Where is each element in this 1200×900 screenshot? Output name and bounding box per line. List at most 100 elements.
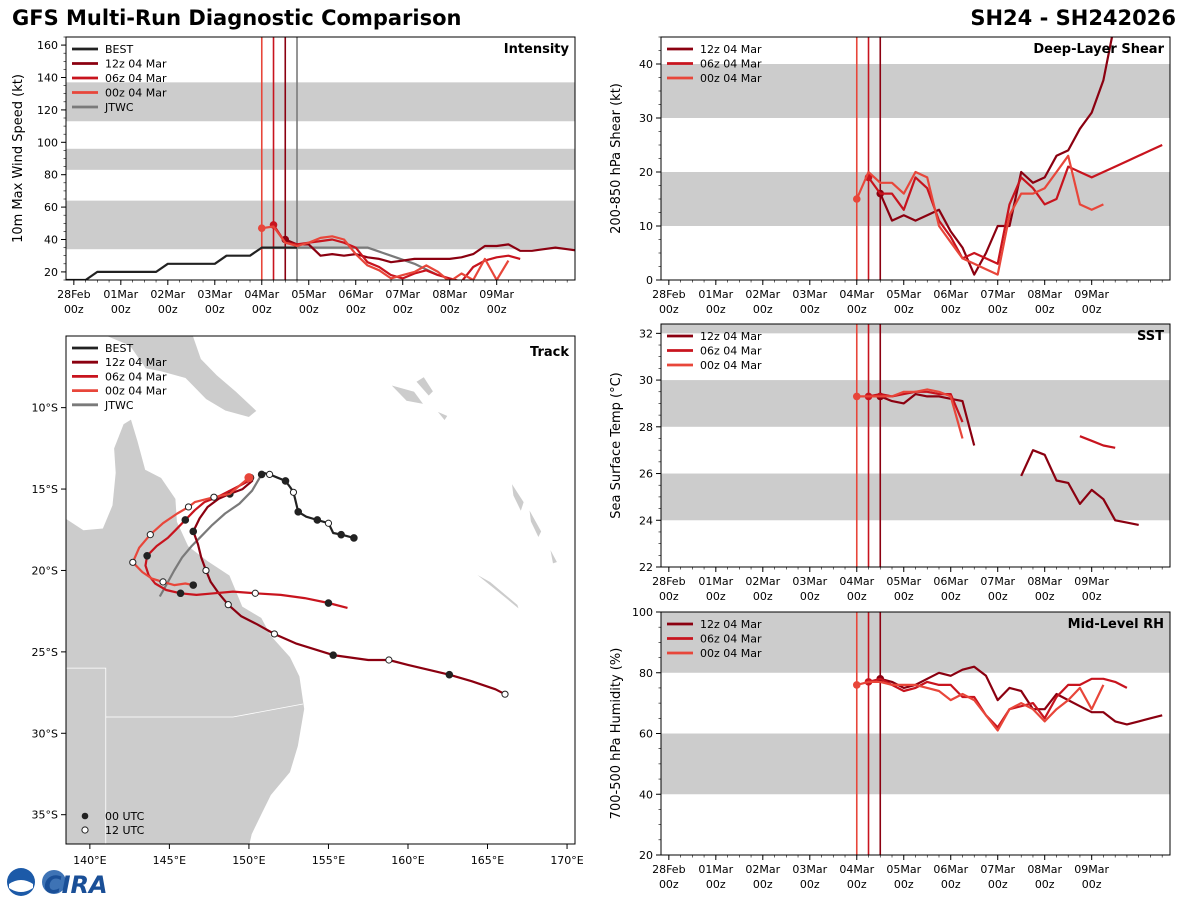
track-xtick-label-170: 170°E (550, 854, 583, 867)
track-marker-12utc-12z-04-mar-5 (270, 630, 278, 638)
rh-series-layer (852, 665, 1163, 732)
figure-title: GFS Multi-Run Diagnostic Comparison (12, 6, 462, 30)
sst-xtick-hour-1: 00z (706, 590, 726, 603)
rh-ytick-label-80: 80 (639, 667, 653, 680)
sst-xtick-hour-7: 00z (988, 590, 1008, 603)
intensity-panel: 20 40 60 80 100 120 140 160 28Feb 00z 01Mar 00z 02Ma… (11, 36, 576, 316)
shear-ytick-label-40: 40 (639, 58, 653, 71)
intensity-xtick-date-0: 28Feb (57, 288, 90, 301)
intensity-xtick-hour-2: 00z (158, 303, 178, 316)
rh-xtick-date-0: 28Feb (652, 863, 685, 876)
sst-xtick-hour-3: 00z (800, 590, 820, 603)
track-marker-legend-label-0: 00 UTC (105, 810, 145, 823)
rh-band-0 (661, 733, 1170, 795)
track-marker-12utc-12z-04-mar-4 (224, 601, 232, 609)
shear-xtick-date-4: 04Mar (839, 288, 874, 301)
track-axes: 140°E 145°E 150°E 155°E 160°E 165°E 170°E 10°S 1… (32, 402, 584, 867)
vanuatu-3 (549, 547, 559, 565)
intensity-xtick-hour-5: 00z (299, 303, 319, 316)
shear-title: Deep-Layer Shear (1033, 42, 1164, 57)
track-ytick-label--15: 15°S (32, 483, 58, 496)
sst-ytick-label-22: 22 (639, 561, 653, 574)
track-legend-12utc-icon (81, 826, 89, 834)
intensity-band-1 (66, 148, 575, 170)
track-xtick-label-145: 145°E (153, 854, 186, 867)
track-marker-00utc-00z-04-mar-6 (189, 581, 198, 589)
track-ytick-label--25: 25°S (32, 646, 58, 659)
sst-ytick-label-30: 30 (639, 374, 653, 387)
australia-landmass (66, 418, 306, 844)
shear-xtick-date-0: 28Feb (652, 288, 685, 301)
track-marker-12utc-12z-04-mar-7 (385, 656, 393, 664)
sst-xtick-hour-4: 00z (847, 590, 867, 603)
intensity-ytick-label-140: 140 (37, 72, 58, 85)
cira-logo: CIRA (7, 868, 108, 898)
rh-init-point-2 (852, 681, 861, 689)
shear-init-point-2 (852, 195, 861, 203)
sst-ytick-label-32: 32 (639, 327, 653, 340)
track-marker-00utc-best-8 (257, 470, 266, 479)
intensity-series-jtwc (297, 246, 439, 277)
shear-bands (661, 64, 1170, 226)
sst-series-layer (852, 388, 1139, 526)
sst-xtick-date-1: 01Mar (698, 575, 733, 588)
shear-series-00z-04-mar (855, 154, 1104, 276)
intensity-ytick-label-100: 100 (37, 136, 58, 149)
track-marker-12utc-00z-04-mar-5 (159, 578, 167, 586)
track-marker-12utc-best-5 (289, 488, 298, 496)
shear-xtick-date-7: 07Mar (980, 288, 1015, 301)
rh-bands (661, 612, 1170, 795)
solomon-islands-1 (389, 384, 425, 405)
track-xtick-label-160: 160°E (391, 854, 424, 867)
intensity-axes: 20 40 60 80 100 120 140 160 28Feb 00z 01Mar 00z 02Ma… (37, 36, 568, 316)
intensity-xtick-hour-4: 00z (252, 303, 272, 316)
track-marker-00utc-best-0 (350, 534, 358, 542)
intensity-xtick-date-2: 02Mar (150, 288, 185, 301)
track-title: Track (530, 345, 569, 360)
intensity-series-layer (66, 221, 575, 280)
sst-xtick-hour-5: 00z (894, 590, 914, 603)
sst-title: SST (1137, 329, 1164, 344)
intensity-xtick-date-7: 07Mar (385, 288, 420, 301)
track-ytick-label--35: 35°S (32, 809, 58, 822)
shear-legend-label-1: 06z 04 Mar (700, 58, 762, 71)
cira-logo-text: CIRA (44, 871, 108, 898)
track-xtick-label-150: 150°E (232, 854, 265, 867)
track-marker-12utc-06z-04-mar-3 (251, 589, 259, 597)
track-legend-label-2: 06z 04 Mar (105, 370, 167, 383)
shear-xtick-hour-7: 00z (988, 303, 1008, 316)
track-marker-00utc-best-4 (294, 508, 303, 516)
rh-xtick-hour-3: 00z (800, 878, 820, 891)
shear-init-lines (855, 37, 882, 280)
intensity-xtick-date-3: 03Mar (197, 288, 232, 301)
rh-series-06z-04-mar (868, 677, 1128, 729)
intensity-series-12z-04-mar (284, 238, 575, 264)
shear-legend-label-0: 12z 04 Mar (700, 43, 762, 56)
shear-ytick-label-0: 0 (646, 274, 653, 287)
rh-xtick-hour-2: 00z (753, 878, 773, 891)
track-marker-00utc-12z-04-mar-6 (329, 651, 338, 659)
intensity-xtick-hour-7: 00z (393, 303, 413, 316)
vanuatu-2 (528, 508, 543, 539)
track-marker-12utc-00z-04-mar-1 (210, 493, 218, 501)
shear-xtick-hour-9: 00z (1082, 303, 1102, 316)
rh-title: Mid-Level RH (1068, 617, 1164, 632)
sst-xtick-date-6: 06Mar (933, 575, 968, 588)
sst-init-lines (855, 324, 882, 567)
track-marker-12utc-best-2 (324, 519, 333, 527)
track-marker-00utc-best-6 (281, 477, 290, 485)
shear-xtick-hour-2: 00z (753, 303, 773, 316)
rh-xtick-date-5: 05Mar (886, 863, 921, 876)
sst-band-2 (661, 324, 1170, 334)
noaa-wave-icon (9, 880, 33, 892)
storm-id-title: SH24 - SH242026 (970, 6, 1176, 30)
sst-xtick-date-0: 28Feb (652, 575, 685, 588)
track-marker-12utc-12z-04-mar-3 (202, 566, 210, 575)
rh-series-12z-04-mar (880, 665, 1163, 726)
track-ytick-label--20: 20°S (32, 564, 58, 577)
track-marker-00utc-12z-04-mar-8 (445, 670, 454, 679)
sst-xtick-date-2: 02Mar (745, 575, 780, 588)
